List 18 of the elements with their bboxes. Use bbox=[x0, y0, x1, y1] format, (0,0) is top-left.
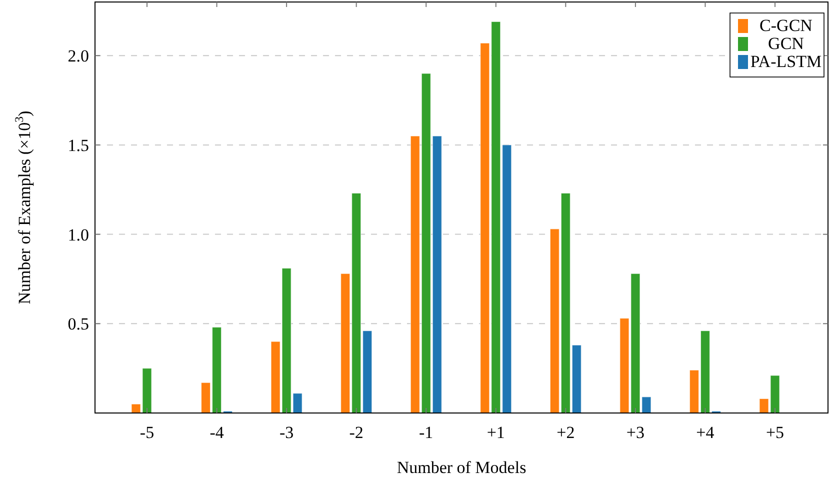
x-tick-label: -4 bbox=[210, 423, 224, 442]
legend-label: PA-LSTM bbox=[750, 52, 822, 71]
x-tick-label: -3 bbox=[279, 423, 294, 442]
y-tick-label: 2.0 bbox=[68, 46, 89, 66]
x-axis-title: Number of Models bbox=[396, 458, 526, 477]
x-tick-label: -2 bbox=[349, 423, 364, 442]
y-tick-label: 1.5 bbox=[68, 136, 89, 155]
y-tick-label: 1.0 bbox=[68, 225, 89, 244]
x-tick-label: -5 bbox=[140, 423, 154, 442]
x-tick-label: +3 bbox=[626, 423, 644, 442]
legend-label: GCN bbox=[768, 34, 804, 53]
x-tick-label: +4 bbox=[696, 423, 715, 442]
y-tick-label: 0.5 bbox=[68, 314, 89, 334]
x-tick-label: +2 bbox=[556, 423, 575, 442]
legend-label: C-GCN bbox=[760, 16, 812, 35]
x-tick-label: +1 bbox=[486, 423, 505, 442]
x-tick-label: -1 bbox=[419, 423, 434, 442]
x-tick-label: +5 bbox=[766, 423, 784, 442]
